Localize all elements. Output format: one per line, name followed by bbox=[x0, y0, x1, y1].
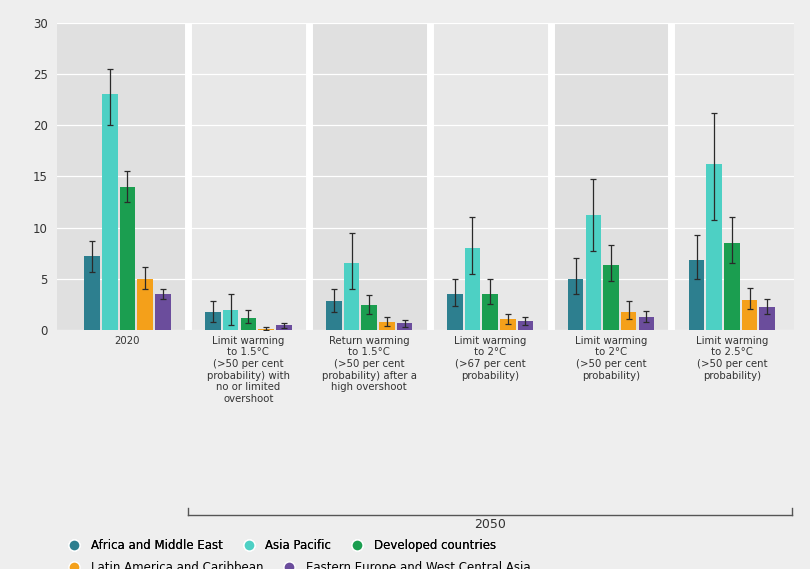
Bar bbox=[343, 263, 360, 330]
Bar bbox=[447, 294, 463, 330]
Bar bbox=[397, 323, 412, 330]
Text: Limit warming
to 1.5°C
(>50 per cent
probability) with
no or limited
overshoot: Limit warming to 1.5°C (>50 per cent pro… bbox=[207, 336, 290, 404]
Text: Limit warming
to 2°C
(>50 per cent
probability): Limit warming to 2°C (>50 per cent proba… bbox=[575, 336, 647, 381]
Bar bbox=[706, 164, 722, 330]
Bar bbox=[223, 310, 238, 330]
Text: Limit warming
to 2°C
(>67 per cent
probability): Limit warming to 2°C (>67 per cent proba… bbox=[454, 336, 526, 381]
Bar bbox=[102, 94, 117, 330]
Bar bbox=[155, 294, 171, 330]
Bar bbox=[465, 248, 480, 330]
Bar bbox=[57, 23, 188, 330]
Text: 2050: 2050 bbox=[474, 518, 506, 531]
Bar bbox=[276, 325, 292, 330]
Bar bbox=[258, 329, 274, 330]
Bar bbox=[188, 23, 309, 330]
Bar bbox=[586, 215, 601, 330]
Legend: Africa and Middle East, Asia Pacific, Developed countries: Africa and Middle East, Asia Pacific, De… bbox=[62, 539, 496, 552]
Bar bbox=[138, 279, 153, 330]
Bar bbox=[429, 23, 551, 330]
Bar bbox=[688, 261, 704, 330]
Bar bbox=[326, 302, 342, 330]
Bar bbox=[621, 312, 637, 330]
Bar bbox=[309, 23, 429, 330]
Bar bbox=[361, 306, 377, 330]
Bar bbox=[724, 243, 740, 330]
Bar bbox=[482, 294, 498, 330]
Text: Return warming
to 1.5°C
(>50 per cent
probability) after a
high overshoot: Return warming to 1.5°C (>50 per cent pr… bbox=[322, 336, 416, 392]
Bar bbox=[760, 307, 775, 330]
Text: Limit warming
to 2.5°C
(>50 per cent
probability): Limit warming to 2.5°C (>50 per cent pro… bbox=[696, 336, 768, 381]
Bar bbox=[742, 300, 757, 330]
Text: 2020: 2020 bbox=[115, 336, 140, 346]
Bar bbox=[379, 322, 394, 330]
Bar bbox=[638, 317, 654, 330]
Bar bbox=[241, 318, 256, 330]
Bar bbox=[205, 312, 221, 330]
Bar bbox=[84, 256, 100, 330]
Bar bbox=[120, 187, 135, 330]
Bar bbox=[518, 321, 533, 330]
Bar bbox=[603, 266, 619, 330]
Bar bbox=[500, 319, 516, 330]
Bar bbox=[568, 279, 583, 330]
Bar bbox=[551, 23, 671, 330]
Bar bbox=[671, 23, 794, 330]
Legend: Latin America and Caribbean, Eastern Europe and West Central Asia: Latin America and Caribbean, Eastern Eur… bbox=[62, 562, 531, 569]
